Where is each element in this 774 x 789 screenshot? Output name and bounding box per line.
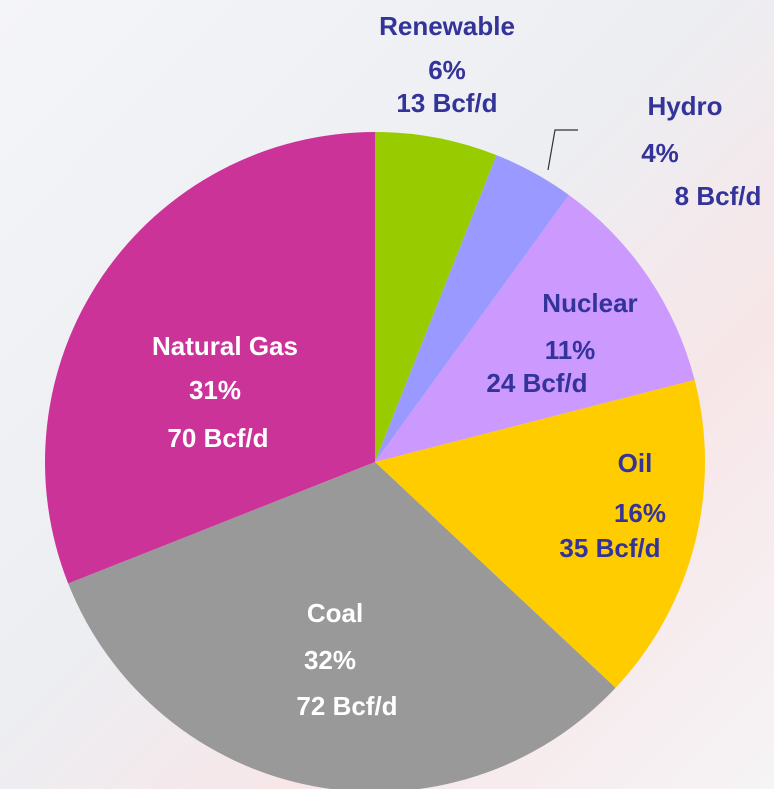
pie-slice xyxy=(375,155,569,462)
pie-slice xyxy=(375,132,497,462)
slice-volume-label: 72 Bcf/d xyxy=(296,691,397,721)
slice-value-label: 11% xyxy=(545,335,596,365)
slice-label: Renewable xyxy=(379,11,515,41)
slice-volume-label: 35 Bcf/d xyxy=(559,533,660,563)
slice-volume-label: 13 Bcf/d xyxy=(396,88,497,118)
leader-line xyxy=(547,129,578,171)
slice-label: Coal xyxy=(307,598,363,628)
slice-value-label: 16% xyxy=(614,498,666,528)
slice-value-label: 4% xyxy=(641,138,679,168)
slice-label: Oil xyxy=(618,448,653,478)
slice-value-label: 32% xyxy=(304,645,356,675)
slice-label: Natural Gas xyxy=(152,331,298,361)
pie-slice xyxy=(375,379,705,688)
pie-slice xyxy=(375,195,695,462)
pie-slice xyxy=(68,462,616,789)
slice-value-label: 6% xyxy=(428,55,466,85)
slice-volume-label: 8 Bcf/d xyxy=(675,181,762,211)
slice-label: Nuclear xyxy=(542,288,637,318)
slice-volume-label: 24 Bcf/d xyxy=(486,368,587,398)
pie-slice xyxy=(45,132,376,584)
slice-label: Hydro xyxy=(647,91,722,121)
slice-value-label: 31% xyxy=(189,375,241,405)
slice-volume-label: 70 Bcf/d xyxy=(167,423,268,453)
